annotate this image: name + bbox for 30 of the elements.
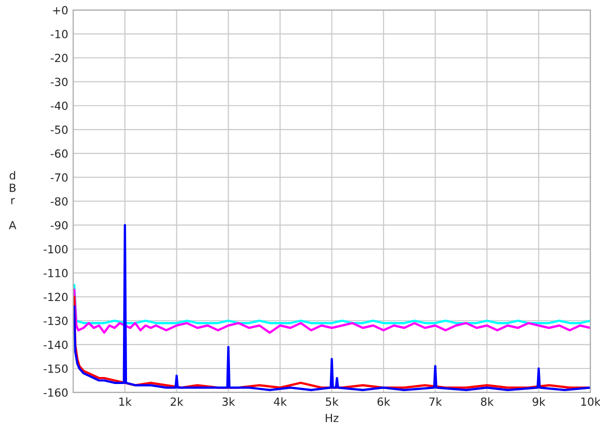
y-tick-label: -150 (44, 364, 68, 373)
y-tick-label: -30 (50, 78, 68, 86)
line-series (73, 288, 590, 334)
x-tick-label: 7k (429, 397, 442, 406)
line-series (73, 296, 590, 389)
x-tick-label: 6k (378, 397, 390, 406)
x-tick-label: 1k (119, 397, 132, 406)
y-tick-label: -40 (50, 102, 68, 110)
y-tick-label: -10 (50, 30, 68, 38)
y-tick-label: -160 (44, 388, 68, 397)
y-tick-label: -70 (50, 173, 68, 182)
x-tick-label: 3k (222, 397, 236, 406)
y-tick-label: -120 (44, 292, 68, 302)
y-tick-label: -80 (50, 197, 68, 206)
x-tick-label: 4k (274, 397, 287, 406)
text: dBr A (8, 170, 16, 230)
y-tick-label: -90 (50, 221, 68, 230)
x-axis-title: Hz (326, 414, 338, 422)
y-tick-label: -50 (50, 125, 68, 134)
y-tick-label: -110 (44, 268, 68, 278)
y-tick-label: -20 (50, 54, 68, 62)
x-tick-label: 2k (170, 397, 184, 406)
x-tick-label: 9k (532, 397, 546, 406)
y-tick-label: -60 (50, 149, 68, 158)
y-tick-label: -100 (44, 244, 68, 254)
x-tick-label: 8k (480, 397, 494, 406)
y-tick-label: -130 (44, 316, 68, 326)
y-tick-label: +0 (53, 6, 68, 14)
y-tick-label: -140 (44, 340, 68, 349)
x-tick-label: 5k (326, 397, 339, 406)
